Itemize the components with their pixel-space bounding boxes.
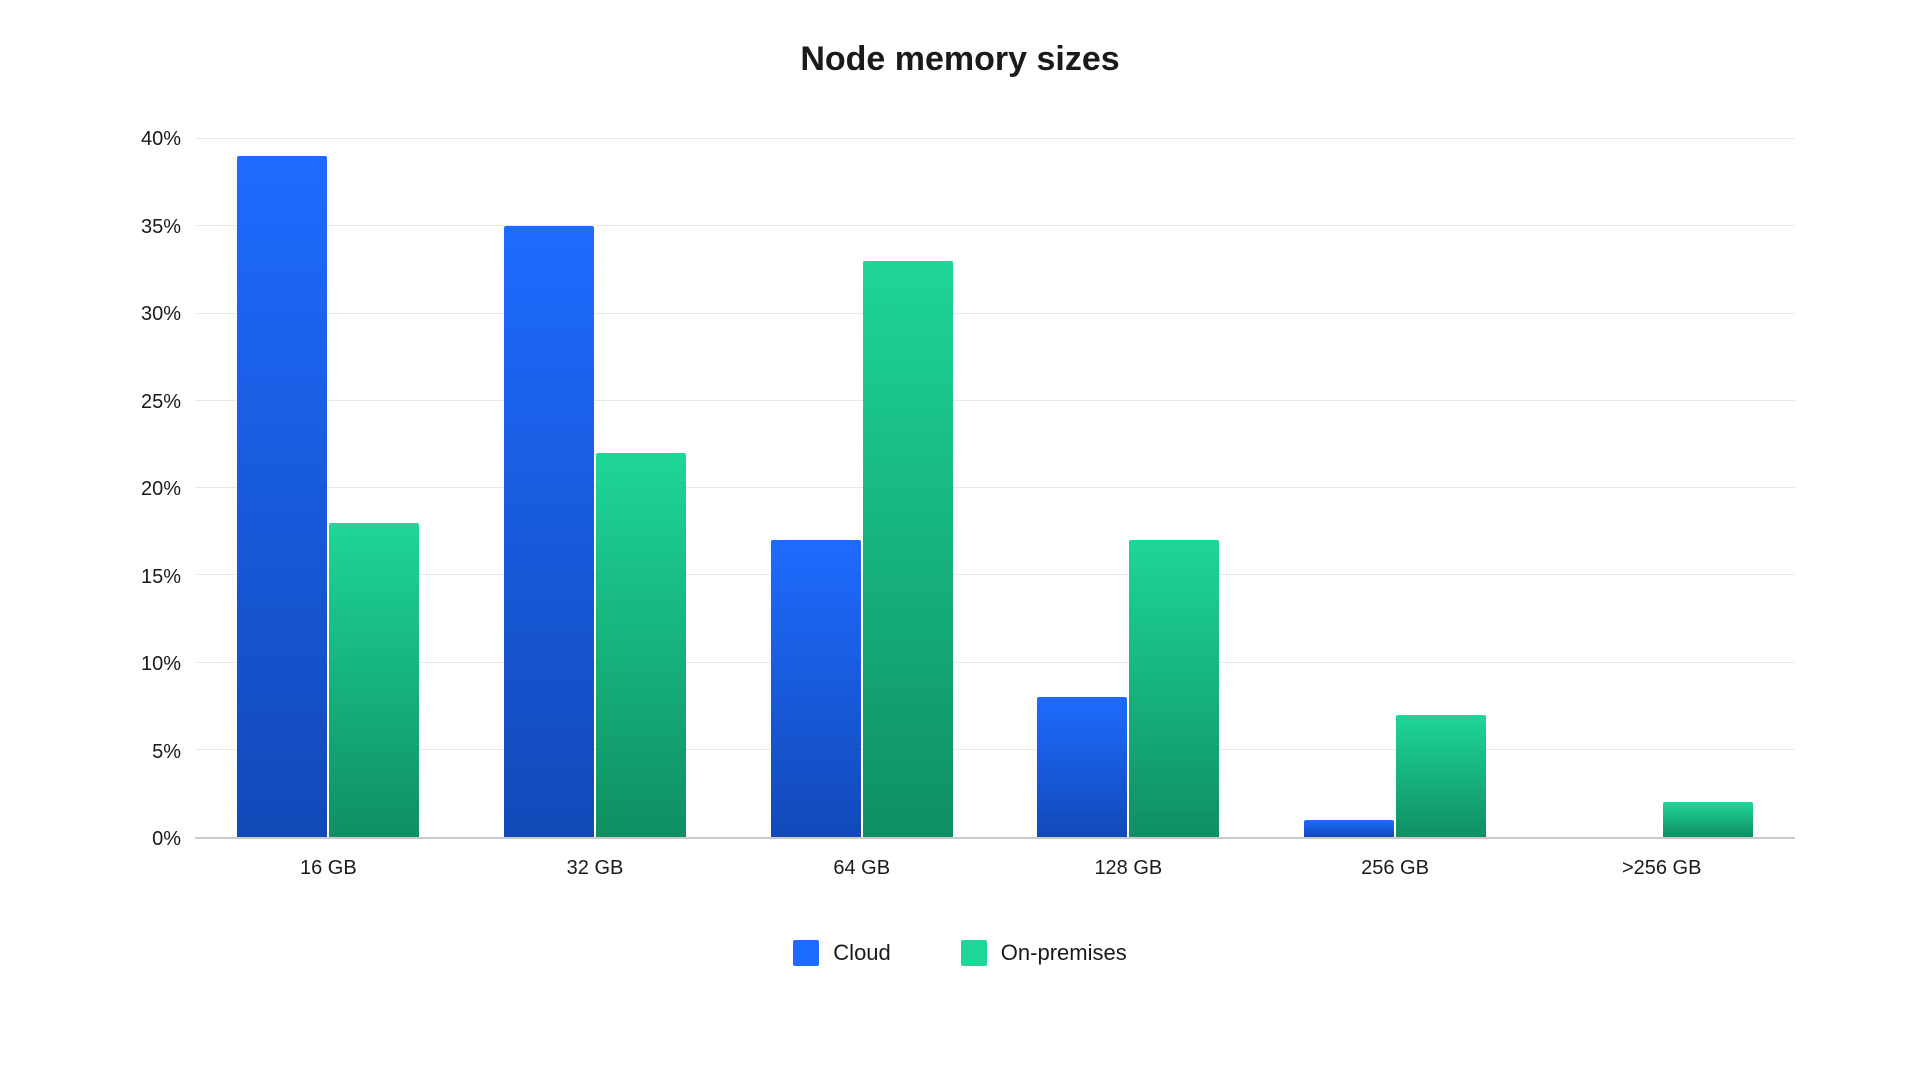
legend-item: Cloud (793, 940, 890, 966)
bar (237, 156, 327, 837)
bar (1663, 802, 1753, 837)
x-tick-label: 256 GB (1262, 839, 1529, 880)
y-axis: 0%5%10%15%20%25%30%35%40% (125, 139, 195, 839)
bar-group (195, 139, 462, 837)
legend-label: On-premises (1001, 940, 1127, 966)
legend-label: Cloud (833, 940, 890, 966)
chart-title: Node memory sizes (800, 40, 1119, 79)
legend-item: On-premises (961, 940, 1127, 966)
bar-group (1262, 139, 1529, 837)
bar (771, 540, 861, 837)
bar (329, 523, 419, 837)
bar (1037, 697, 1127, 837)
bar-group (1528, 139, 1795, 837)
bar-group (728, 139, 995, 837)
x-tick-label: 128 GB (995, 839, 1262, 880)
plot-area-row: 0%5%10%15%20%25%30%35%40% 16 GB32 GB64 G… (125, 139, 1795, 880)
chart-container: Node memory sizes 0%5%10%15%20%25%30%35%… (0, 0, 1920, 1080)
bar (863, 261, 953, 837)
bar (504, 226, 594, 837)
legend-swatch (793, 940, 819, 966)
legend-swatch (961, 940, 987, 966)
bar (1396, 715, 1486, 837)
bar-group (995, 139, 1262, 837)
bar-group (462, 139, 729, 837)
x-tick-label: >256 GB (1528, 839, 1795, 880)
bars-layer (195, 139, 1795, 837)
plot-area (195, 139, 1795, 839)
x-axis: 16 GB32 GB64 GB128 GB256 GB>256 GB (195, 839, 1795, 880)
x-tick-label: 32 GB (462, 839, 729, 880)
bar (1304, 820, 1394, 837)
bar (1129, 540, 1219, 837)
x-tick-label: 16 GB (195, 839, 462, 880)
x-tick-label: 64 GB (728, 839, 995, 880)
legend: Cloud On-premises (793, 940, 1126, 966)
bar (596, 453, 686, 837)
